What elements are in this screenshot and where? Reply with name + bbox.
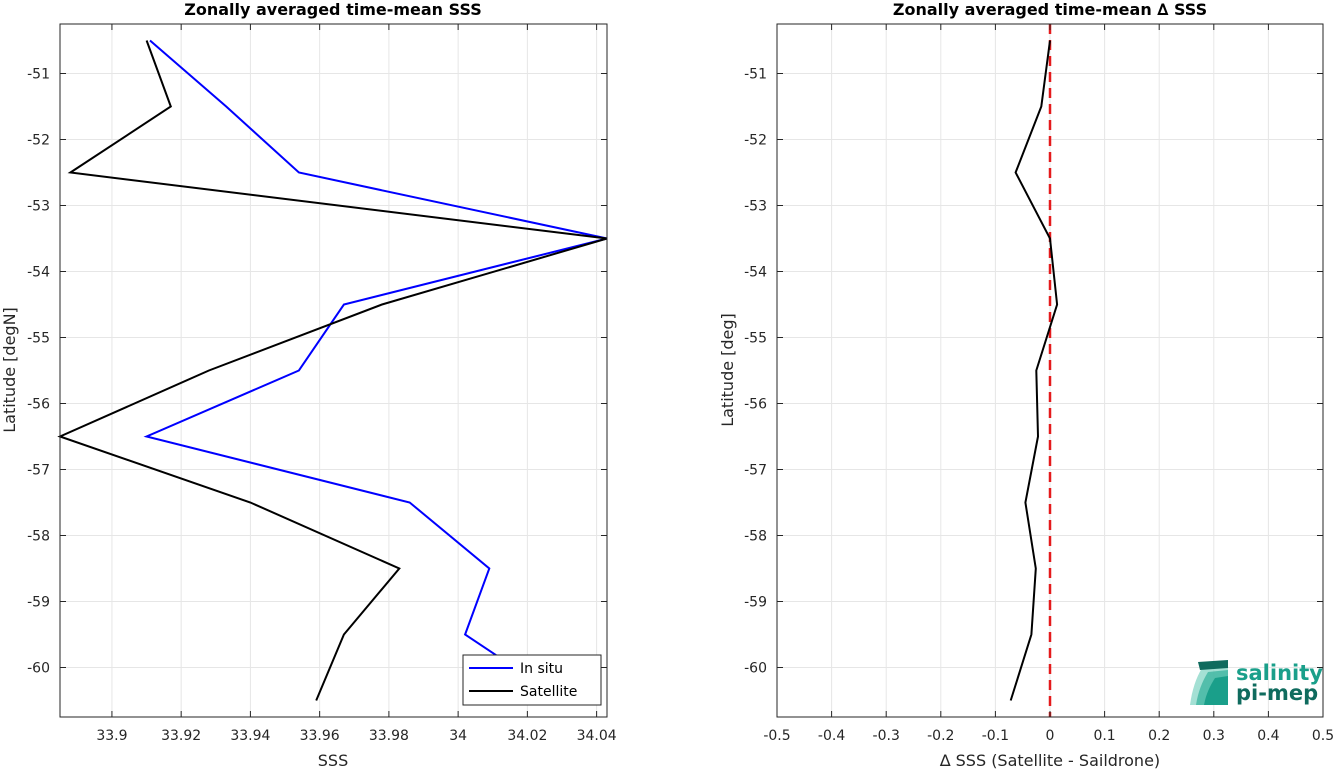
y-tick-label-sss: -57: [27, 463, 50, 479]
grid-lines-sss: [60, 24, 607, 717]
x-tick-label-sss: 33.92: [161, 728, 201, 744]
x-tick-label-sss: 33.9: [96, 728, 127, 744]
logo-text-salinity: salinity: [1236, 661, 1323, 685]
x-tick-label-sss: 33.96: [300, 728, 340, 744]
y-axis-label-delta: Latitude [deg]: [718, 313, 737, 427]
x-tick-label-sss: 34.02: [507, 728, 547, 744]
y-tick-label-sss: -56: [27, 397, 50, 413]
y-tick-label-sss: -54: [27, 265, 50, 281]
x-tick-label-delta: -0.1: [982, 728, 1009, 744]
x-tick-label-sss: 34: [449, 728, 467, 744]
x-tick-label-delta: 0.1: [1093, 728, 1115, 744]
tick-marks-sss: [60, 24, 607, 717]
x-tick-label-sss: 33.98: [369, 728, 409, 744]
salinity-pi-mep-logo: salinity pi-mep: [1190, 660, 1323, 705]
series-group-sss: [57, 39, 608, 701]
logo-text-pi-mep: pi-mep: [1236, 681, 1318, 705]
series-group-delta: [1009, 24, 1059, 717]
y-tick-label-sss: -59: [27, 595, 50, 611]
x-tick-label-delta: -0.3: [873, 728, 900, 744]
legend-label-in-situ: In situ: [520, 661, 563, 677]
chart-sss: 33.9 33.92 33.94 33.96 33.98 34 34.02 34.04 -51…: [0, 0, 617, 769]
x-tick-label-delta: 0.4: [1257, 728, 1279, 744]
y-tick-label-sss: -58: [27, 529, 50, 545]
y-tick-label-delta: -58: [744, 529, 767, 545]
y-tick-label-delta: -56: [744, 397, 767, 413]
series-line-sss-in-situ: [143, 39, 608, 659]
chart-title-delta: Zonally averaged time-mean ∆ SSS: [893, 0, 1207, 19]
y-tick-label-delta: -51: [744, 67, 767, 83]
y-tick-label-delta: -52: [744, 133, 767, 149]
series-line-delta-series-0: [1009, 40, 1059, 701]
series-line-sss-satellite: [57, 40, 608, 701]
x-tick-label-delta: 0.5: [1312, 728, 1334, 744]
y-tick-label-delta: -57: [744, 463, 767, 479]
legend-box: [462, 654, 602, 706]
x-tick-label-delta: 0.2: [1148, 728, 1170, 744]
x-tick-label-delta: -0.4: [818, 728, 845, 744]
y-tick-label-sss: -55: [27, 331, 50, 347]
y-tick-label-sss: -53: [27, 199, 50, 215]
x-tick-label-sss: 33.94: [230, 728, 270, 744]
plot-frame-sss: [59, 23, 608, 718]
legend: In situ Satellite: [462, 654, 602, 706]
x-tick-label-sss: 34.04: [577, 728, 617, 744]
x-tick-label-delta: -0.2: [927, 728, 954, 744]
x-tick-label-delta: 0.3: [1203, 728, 1225, 744]
y-tick-label-delta: -59: [744, 595, 767, 611]
y-tick-labels-delta: -51 -52 -53 -54 -55 -56 -57 -58 -59 -60: [744, 67, 767, 677]
x-axis-label-sss: SSS: [318, 751, 348, 769]
y-tick-label-delta: -54: [744, 265, 767, 281]
x-axis-label-delta: ∆ SSS (Satellite - Saildrone): [939, 751, 1160, 769]
chart-delta-sss: -0.5 -0.4 -0.3 -0.2 -0.1 0 0.1 0.2 0.3 0.4 0.5 -51…: [718, 0, 1334, 769]
y-tick-label-sss: -52: [27, 133, 50, 149]
tick-marks-delta: [776, 24, 1324, 717]
salinity-waves-icon: [1190, 660, 1228, 705]
y-tick-label-delta: -53: [744, 199, 767, 215]
chart-title-sss: Zonally averaged time-mean SSS: [184, 0, 482, 19]
x-tick-label-delta: -0.5: [763, 728, 790, 744]
legend-label-satellite: Satellite: [520, 684, 577, 700]
x-tick-label-delta: 0: [1046, 728, 1055, 744]
y-tick-label-sss: -60: [27, 661, 50, 677]
plot-area-sss: [60, 24, 607, 717]
y-tick-label-delta: -55: [744, 331, 767, 347]
x-tick-labels-delta: -0.5 -0.4 -0.3 -0.2 -0.1 0 0.1 0.2 0.3 0.4 0.5: [763, 728, 1334, 744]
y-tick-label-sss: -51: [27, 67, 50, 83]
y-tick-label-delta: -60: [744, 661, 767, 677]
x-tick-labels-sss: 33.9 33.92 33.94 33.96 33.98 34 34.02 34.04: [96, 728, 616, 744]
y-tick-labels-sss: -51 -52 -53 -54 -55 -56 -57 -58 -59 -60: [27, 67, 50, 677]
y-axis-label-sss: Latitude [degN]: [0, 307, 19, 433]
